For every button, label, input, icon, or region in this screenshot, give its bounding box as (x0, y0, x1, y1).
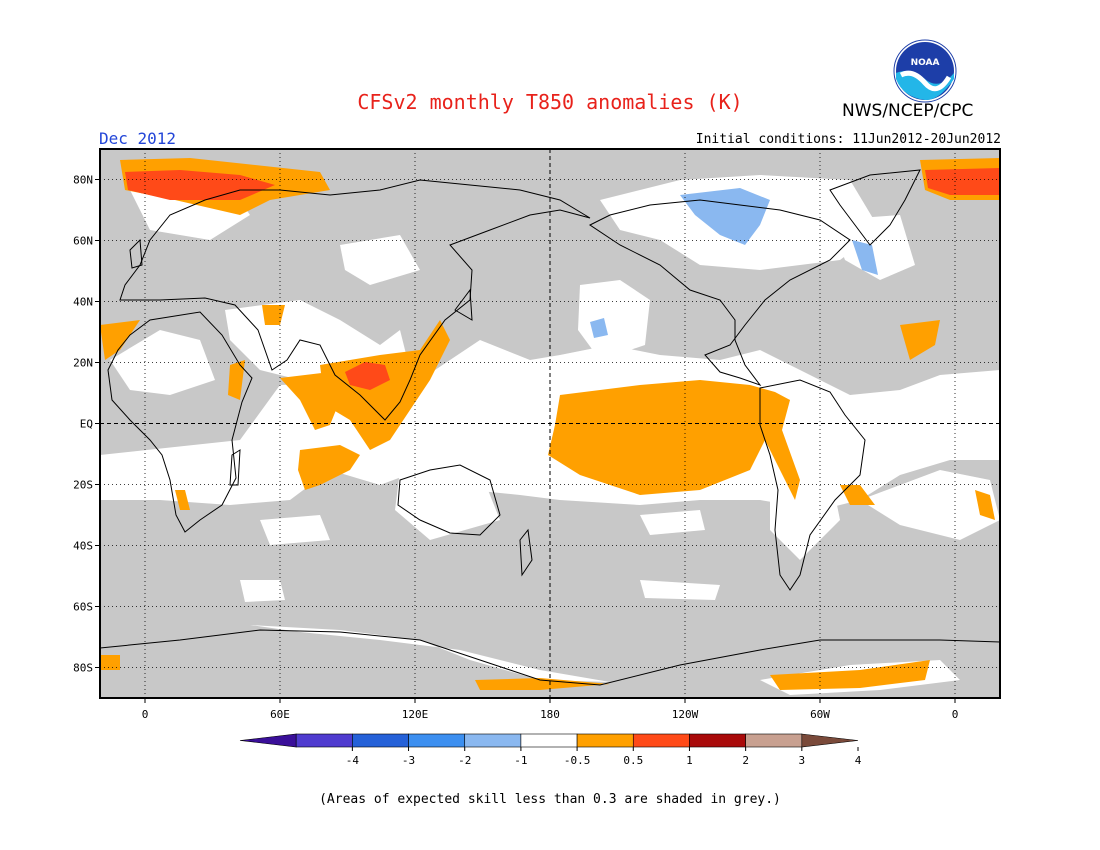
colorbar-label: 1 (686, 754, 693, 767)
colorbar-arrow-low (239, 733, 297, 748)
lat-tick-label: 80N (73, 174, 93, 187)
colorbar-arrow-high (801, 733, 859, 748)
lat-tick-label: 80S (73, 662, 93, 675)
south-pacific-white (640, 510, 705, 535)
coast-north-america (589, 199, 851, 387)
africa-white (110, 330, 215, 395)
nino-orange (548, 380, 790, 495)
south-indian-orange (298, 445, 360, 490)
colorbar-swatch (408, 733, 466, 748)
lon-tick-label: 120E (402, 708, 429, 721)
lightblue-regions (590, 188, 878, 338)
coastlines (100, 169, 1000, 686)
colorbar-swatch (295, 733, 353, 748)
coast-uk (129, 238, 143, 269)
coast-madagascar (229, 449, 241, 486)
indian-ocean-white (260, 515, 330, 545)
axis-labels: 80N 60N 40N 20N EQ 20S 40S 60S 80S 0 60E 120E 180 120… (73, 174, 958, 722)
lat-tick-label: 20S (73, 479, 93, 492)
south-atlantic-orange (840, 485, 875, 505)
se-asia-orange (320, 320, 450, 450)
arabia-orange (262, 305, 285, 325)
coast-antarctica (100, 629, 1000, 686)
colorbar-label: -0.5 (564, 754, 591, 767)
coast-africa (107, 311, 253, 533)
southeast-asia-red (345, 362, 390, 390)
lat-tick-label: 40N (73, 296, 93, 309)
africa-south-orange (175, 490, 190, 510)
greenland-blue (852, 240, 878, 275)
coast-eurasia (119, 179, 591, 421)
footnote: (Areas of expected skill less than 0.3 a… (319, 792, 781, 807)
lat-tick-label: 60S (73, 601, 93, 614)
south-america-white (770, 470, 840, 560)
coast-japan (454, 288, 473, 321)
canadian-arctic-blue (680, 188, 770, 245)
colorbar-swatch (520, 733, 578, 748)
coast-australia (397, 464, 501, 536)
colorbar-swatch (464, 733, 522, 748)
colorbar-swatch (745, 733, 803, 748)
antarctic-orange-3 (100, 655, 120, 670)
colorbar-label: -4 (346, 754, 360, 767)
colorbar-swatch (689, 733, 746, 748)
colorbar-label: 2 (742, 754, 749, 767)
southern-ocean-white (240, 580, 285, 602)
south-africa-coast-orange (975, 490, 995, 520)
chart-title: CFSv2 monthly T850 anomalies (K) (357, 90, 743, 114)
forecast-period: Dec 2012 (99, 129, 177, 148)
south-atlantic-white (860, 470, 1000, 540)
east-africa-orange (228, 360, 245, 400)
colorbar-label: -3 (402, 754, 415, 767)
southern-ocean-white-2 (640, 580, 720, 600)
lon-tick-label: 180 (540, 708, 560, 721)
lat-tick-label: EQ (80, 418, 93, 431)
west-africa-orange (100, 320, 140, 360)
coast-south-america (759, 379, 866, 591)
colorbar-label: -1 (514, 754, 527, 767)
lon-tick-label: 0 (952, 708, 959, 721)
lat-tick-label: 60N (73, 235, 93, 248)
lon-tick-label: 120W (672, 708, 699, 721)
logo-text: NOAA (911, 58, 940, 68)
colorbar-label: -2 (458, 754, 471, 767)
aus-white (395, 470, 500, 540)
pacific-white-blob (578, 280, 650, 360)
colorbar-label: 0.5 (623, 754, 643, 767)
colorbar-swatch (352, 733, 409, 748)
map-area (100, 149, 1000, 698)
antarctic-orange-2 (770, 660, 930, 690)
agency-label: NWS/NCEP/CPC (842, 101, 974, 121)
lon-tick-label: 0 (142, 708, 149, 721)
lon-tick-label: 60W (810, 708, 830, 721)
antarctic-orange (475, 678, 610, 690)
lat-tick-label: 20N (73, 357, 93, 370)
atlantic-orange (900, 320, 940, 360)
colorbar: -4 -3 -2 -1 -0.5 0.5 1 2 3 4 (239, 733, 862, 767)
coast-new-zealand (519, 528, 533, 577)
siberia-white (340, 235, 420, 285)
colorbar-swatch (576, 733, 634, 748)
arctic-red-west (125, 170, 275, 200)
lat-tick-label: 40S (73, 540, 93, 553)
redorange-regions (125, 168, 1000, 390)
hawaii-blue (590, 318, 608, 338)
coast-greenland (829, 169, 921, 246)
arctic-red-east (925, 168, 1000, 195)
gridlines (100, 149, 1000, 698)
noaa-logo-icon: NOAA (893, 39, 957, 103)
initial-conditions: Initial conditions: 11Jun2012-20Jun2012 (695, 132, 1001, 147)
colorbar-label: 3 (799, 754, 806, 767)
colorbar-label: 4 (855, 754, 862, 767)
lon-tick-label: 60E (270, 708, 290, 721)
peru-coast-orange (765, 395, 800, 500)
colorbar-swatch (632, 733, 690, 748)
